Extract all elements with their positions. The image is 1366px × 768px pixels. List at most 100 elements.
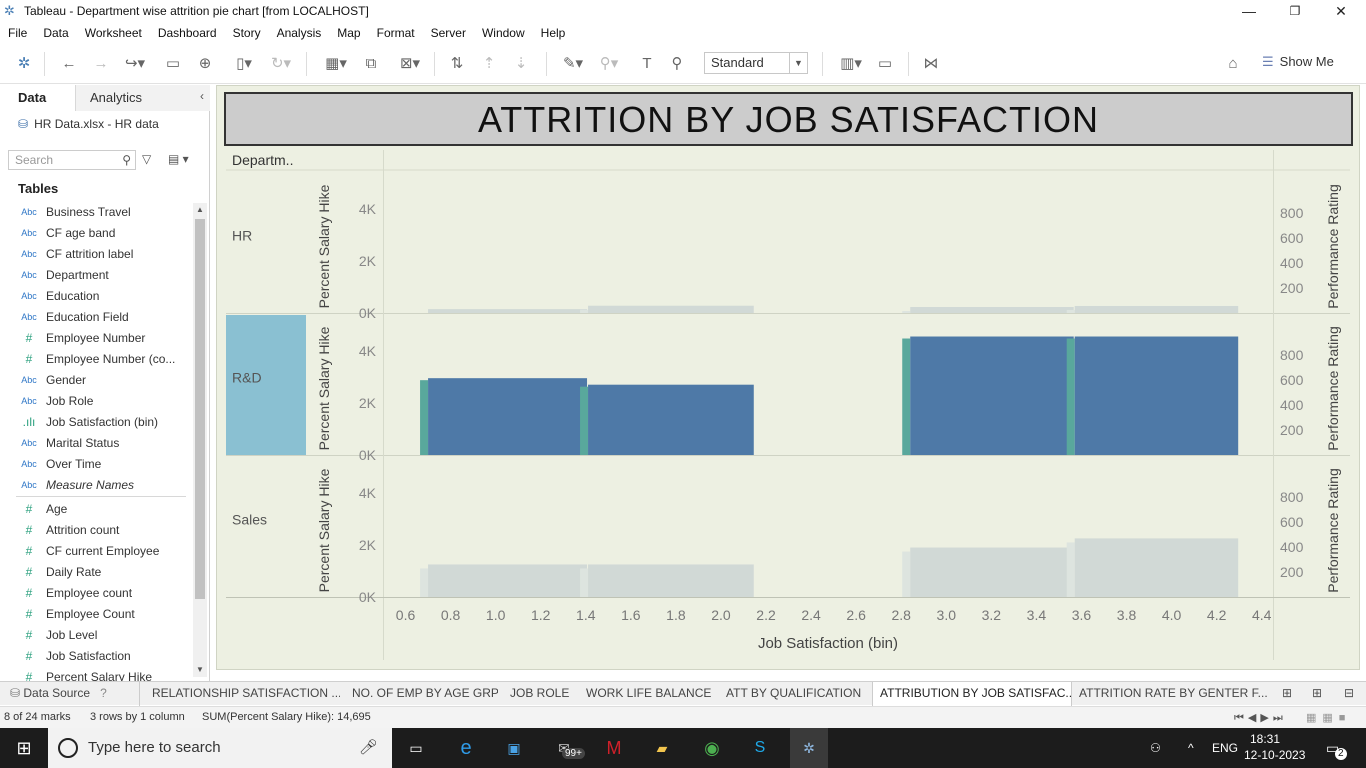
field-item[interactable]: # CF current Employee: [0, 540, 190, 561]
bar[interactable]: [588, 564, 754, 597]
field-item[interactable]: Abc Department: [0, 264, 190, 285]
replay-icon[interactable]: ↪▾: [124, 55, 146, 72]
tab-data[interactable]: Data: [0, 85, 76, 111]
maximize-button[interactable]: ❐: [1289, 4, 1301, 18]
bar-edge[interactable]: [902, 311, 911, 313]
bar-edge[interactable]: [902, 551, 911, 597]
sheet-tab-1[interactable]: RELATIONSHIP SATISFACTION ...: [152, 686, 340, 700]
field-item[interactable]: # Percent Salary Hike: [0, 666, 190, 687]
new-worksheet-tab-icon[interactable]: ⊞: [1281, 686, 1293, 700]
clock-time[interactable]: 18:31: [1250, 732, 1281, 746]
collapse-pane-icon[interactable]: ‹: [200, 89, 204, 103]
new-worksheet-icon[interactable]: ▦▾: [325, 55, 347, 72]
share-icon[interactable]: ⋈: [923, 55, 939, 72]
new-dashboard-tab-icon[interactable]: ⊞: [1311, 686, 1323, 700]
sheet-tab-7[interactable]: ATTRITION RATE BY GENTER F...: [1079, 686, 1268, 700]
field-item[interactable]: # Daily Rate: [0, 561, 190, 582]
menu-worksheet[interactable]: Worksheet: [84, 26, 142, 40]
microphone-icon[interactable]: 🎤︎: [358, 739, 378, 756]
undo-icon[interactable]: ←: [61, 55, 77, 72]
bar[interactable]: [910, 307, 1074, 313]
field-item[interactable]: Abc CF age band: [0, 222, 190, 243]
bar[interactable]: [428, 564, 588, 597]
skype-icon[interactable]: S: [754, 739, 766, 756]
field-search-input[interactable]: Search ⚲: [8, 150, 136, 170]
field-item[interactable]: # Job Level: [0, 624, 190, 645]
language-indicator[interactable]: ENG: [1212, 741, 1239, 755]
store-icon[interactable]: ▣: [507, 740, 521, 756]
field-list-scrollbar[interactable]: ▲ ▼: [193, 203, 207, 677]
tray-chevron-icon[interactable]: ^: [1188, 741, 1194, 755]
menu-format[interactable]: Format: [376, 26, 415, 40]
field-item[interactable]: Abc Over Time: [0, 453, 190, 474]
filter-icon[interactable]: ▽: [142, 152, 152, 166]
scroll-up-icon[interactable]: ▲: [196, 205, 204, 214]
file-explorer-icon[interactable]: ▰: [656, 740, 668, 756]
field-item[interactable]: # Age: [0, 498, 190, 519]
field-item[interactable]: # Job Satisfaction: [0, 645, 190, 666]
bar[interactable]: [1074, 538, 1239, 597]
scroll-down-icon[interactable]: ▼: [196, 665, 204, 674]
sheet-tab-5[interactable]: ATT BY QUALIFICATION: [726, 686, 862, 700]
sheet-tab-4[interactable]: WORK LIFE BALANCE: [586, 686, 712, 700]
task-view-icon[interactable]: ▭: [409, 740, 423, 756]
bar[interactable]: [910, 547, 1074, 597]
close-button[interactable]: ✕: [1335, 2, 1347, 19]
sort-descending-icon[interactable]: ⇣: [514, 55, 528, 72]
menu-window[interactable]: Window: [481, 26, 525, 40]
bar[interactable]: [428, 378, 588, 455]
people-icon[interactable]: ⚇: [1150, 741, 1161, 755]
show-labels-icon[interactable]: T: [642, 55, 652, 72]
duplicate-sheet-icon[interactable]: ⧉: [365, 55, 377, 72]
bar-edge[interactable]: [420, 380, 429, 455]
presentation-mode-icon[interactable]: ▭: [877, 55, 893, 72]
tableau-taskbar-icon[interactable]: ✲: [790, 728, 828, 768]
bar[interactable]: [588, 384, 754, 455]
field-item[interactable]: Abc Marital Status: [0, 432, 190, 453]
bar-edge[interactable]: [1066, 309, 1075, 313]
menu-server[interactable]: Server: [430, 26, 466, 40]
sheet-tab-6[interactable]: ATTRIBUTION BY JOB SATISFAC...: [872, 682, 1072, 706]
fix-axes-icon[interactable]: ⚲: [671, 55, 683, 72]
field-item[interactable]: Abc Gender: [0, 369, 190, 390]
sheet-tab-3[interactable]: JOB ROLE: [510, 686, 570, 700]
tab-analytics[interactable]: Analytics: [76, 85, 210, 111]
save-icon[interactable]: ▭: [165, 55, 181, 72]
pause-updates-icon[interactable]: ▯▾: [236, 55, 252, 72]
swap-rows-columns-icon[interactable]: ⇅: [450, 55, 464, 72]
sheet-tab-2[interactable]: NO. OF EMP BY AGE GRP: [352, 686, 498, 700]
refresh-icon[interactable]: ↻▾: [270, 55, 292, 72]
menu-data[interactable]: Data: [43, 26, 69, 40]
field-item[interactable]: # Employee Number (co...: [0, 348, 190, 369]
bar[interactable]: [428, 309, 588, 313]
bar-edge[interactable]: [902, 338, 911, 455]
clear-sheet-icon[interactable]: ⊠▾: [399, 55, 421, 72]
menu-map[interactable]: Map: [337, 26, 361, 40]
highlight-tooltip-icon[interactable]: ⌂: [1228, 55, 1238, 72]
menu-story[interactable]: Story: [232, 26, 261, 40]
mcafee-icon[interactable]: M: [606, 738, 622, 758]
menu-dashboard[interactable]: Dashboard: [157, 26, 217, 40]
field-item[interactable]: Abc CF attrition label: [0, 243, 190, 264]
clock-date[interactable]: 12-10-2023: [1244, 748, 1306, 762]
bar[interactable]: [1074, 305, 1239, 313]
fit-dropdown[interactable]: Standard ▼: [704, 52, 808, 74]
chrome-icon[interactable]: ◉: [704, 738, 720, 758]
field-item[interactable]: .ılı Job Satisfaction (bin): [0, 411, 190, 432]
menu-analysis[interactable]: Analysis: [276, 26, 322, 40]
sheet-nav-icon[interactable]: ⏮◀▶⏭: [1234, 712, 1287, 724]
show-me-button[interactable]: ☰ Show Me: [1262, 54, 1334, 70]
field-item[interactable]: Abc Job Role: [0, 390, 190, 411]
data-source-tab[interactable]: ⛁ Data Source?: [0, 682, 140, 706]
redo-icon[interactable]: →: [93, 55, 109, 72]
field-item[interactable]: # Employee Number: [0, 327, 190, 348]
datasource-item[interactable]: ⛁ HR Data.xlsx - HR data: [18, 117, 159, 131]
tableau-home-icon[interactable]: ✲: [17, 55, 31, 72]
bar[interactable]: [910, 336, 1074, 455]
bar[interactable]: [1074, 336, 1239, 455]
scroll-thumb[interactable]: [195, 219, 205, 599]
show-cards-icon[interactable]: ▥▾: [840, 55, 862, 72]
bar-edge[interactable]: [580, 309, 589, 313]
menu-help[interactable]: Help: [540, 26, 566, 40]
